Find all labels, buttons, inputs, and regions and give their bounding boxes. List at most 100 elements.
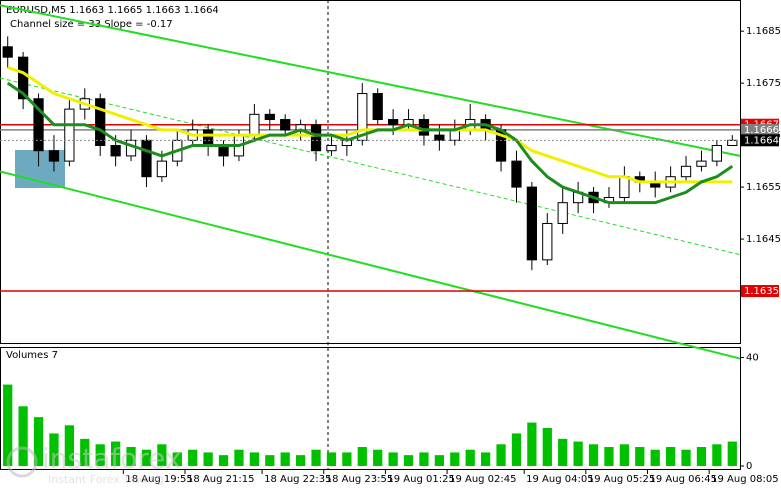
candle-body <box>264 113 275 121</box>
volume-bar <box>311 449 321 466</box>
candle-body <box>372 93 383 121</box>
candle-body <box>449 129 460 141</box>
y-tick-label: 1.1645 <box>746 234 781 245</box>
volume-title: Volumes 7 <box>6 350 58 361</box>
candle-body <box>526 186 537 261</box>
x-tick-label: 18 Aug 23:55 <box>326 474 393 485</box>
volume-bar <box>249 452 259 466</box>
volume-bar <box>280 452 290 466</box>
candle-body <box>557 202 568 224</box>
volume-bar <box>373 449 383 466</box>
candle-body <box>357 93 368 141</box>
volume-bar <box>218 455 229 466</box>
channel-line <box>0 4 741 157</box>
x-tick-label: 18 Aug 22:35 <box>264 474 331 485</box>
volume-bar <box>450 452 460 466</box>
candle-body <box>48 150 60 162</box>
volume-bar <box>80 438 90 466</box>
x-tick-label: 19 Aug 08:05 <box>711 474 778 485</box>
volume-bar <box>141 449 152 466</box>
channel-line <box>0 170 741 360</box>
volume-bar <box>172 452 182 466</box>
volume-bar <box>95 444 105 466</box>
volume-bar <box>126 447 136 466</box>
candle-body <box>680 165 692 178</box>
volume-bar <box>342 452 352 466</box>
volume-bar <box>666 447 676 466</box>
last-price-label: 1.1664 <box>744 135 779 146</box>
volume-bar <box>111 441 121 466</box>
volume-bar <box>434 455 444 466</box>
volume-bar <box>265 455 275 466</box>
candle-body <box>110 145 121 157</box>
volume-bar <box>33 417 44 466</box>
volume-bar <box>558 438 568 466</box>
x-tick-label: 19 Aug 02:45 <box>449 474 516 485</box>
candle-body <box>203 129 214 147</box>
volume-bar <box>465 449 475 466</box>
candle-body <box>711 145 722 162</box>
candle-body <box>33 98 44 152</box>
volume-bar <box>650 449 660 466</box>
volume-bar <box>712 444 722 466</box>
volume-bar <box>157 444 167 466</box>
candle-body <box>2 46 13 58</box>
candle-body <box>249 113 260 136</box>
volume-bar <box>527 422 537 466</box>
volume-bar <box>681 449 691 466</box>
volume-bar <box>542 428 552 466</box>
candle-body <box>388 119 399 126</box>
candle-body <box>619 176 630 198</box>
candle-body <box>95 98 106 147</box>
candle-body <box>727 139 738 147</box>
volume-bar <box>727 441 737 466</box>
x-tick-label: 18 Aug 19:55 <box>125 474 192 485</box>
x-tick-label: 19 Aug 04:05 <box>526 474 593 485</box>
candle-body <box>218 145 229 157</box>
volume-bar <box>588 444 599 466</box>
candle-body <box>696 160 707 167</box>
channel-line <box>0 77 741 256</box>
moving-average <box>7 66 733 184</box>
volume-bar <box>234 449 244 466</box>
volume-bar <box>188 449 198 466</box>
watermark: instaforex Instant Forex Trading <box>6 442 181 486</box>
volume-bar <box>635 447 645 466</box>
candle-body <box>64 108 75 162</box>
candle-body <box>280 119 291 131</box>
candle-body <box>542 222 553 261</box>
volume-frame <box>0 347 741 470</box>
price-label: 1.1666 <box>744 125 779 136</box>
volume-bar <box>326 452 337 466</box>
volume-tick-label: 40 <box>746 352 759 363</box>
x-tick-label: 19 Aug 06:45 <box>650 474 717 485</box>
candle-body <box>18 56 29 100</box>
candle-body <box>434 134 445 141</box>
volume-bar <box>496 444 506 466</box>
volume-bar <box>696 447 707 466</box>
volume-bar <box>357 447 367 466</box>
candle-body <box>310 124 322 152</box>
volume-bar <box>511 433 522 466</box>
volume-bar <box>3 384 13 466</box>
volume-bar <box>604 447 614 466</box>
volume-bar <box>64 425 74 466</box>
volume-bar <box>18 406 28 466</box>
x-tick-label: 18 Aug 21:15 <box>187 474 254 485</box>
y-tick-label: 1.1675 <box>746 78 781 89</box>
price-label-box <box>741 123 779 136</box>
candle-body <box>141 139 152 178</box>
volume-bar <box>419 452 429 466</box>
y-tick-label: 1.1685 <box>746 26 781 37</box>
candle-body <box>326 145 337 152</box>
volume-tick-label: 0 <box>746 461 752 472</box>
watermark-brand: instaforex <box>42 442 181 475</box>
volume-bar <box>573 441 583 466</box>
volume-bar <box>388 452 398 466</box>
watermark-tagline: Instant Forex Trading <box>48 473 164 486</box>
chart-title: EURUSD,M5 1.1663 1.1665 1.1663 1.1664 <box>6 5 219 16</box>
x-tick-label: 19 Aug 05:25 <box>588 474 655 485</box>
volume-bar <box>481 452 491 466</box>
x-tick-label: 19 Aug 01:25 <box>387 474 454 485</box>
